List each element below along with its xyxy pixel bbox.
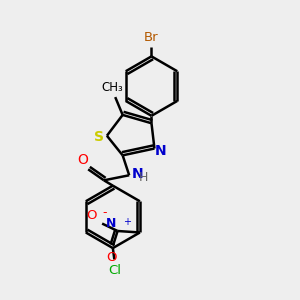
Text: H: H <box>139 171 148 184</box>
Text: N: N <box>106 217 116 230</box>
Text: O: O <box>106 250 117 264</box>
Text: Br: Br <box>144 31 159 44</box>
Text: N: N <box>155 144 167 158</box>
Text: S: S <box>94 130 104 144</box>
Text: O: O <box>86 209 97 222</box>
Text: +: + <box>123 217 131 226</box>
Text: N: N <box>132 167 143 181</box>
Text: -: - <box>102 206 106 219</box>
Text: CH₃: CH₃ <box>101 80 123 94</box>
Text: Cl: Cl <box>108 263 121 277</box>
Text: O: O <box>77 153 88 167</box>
